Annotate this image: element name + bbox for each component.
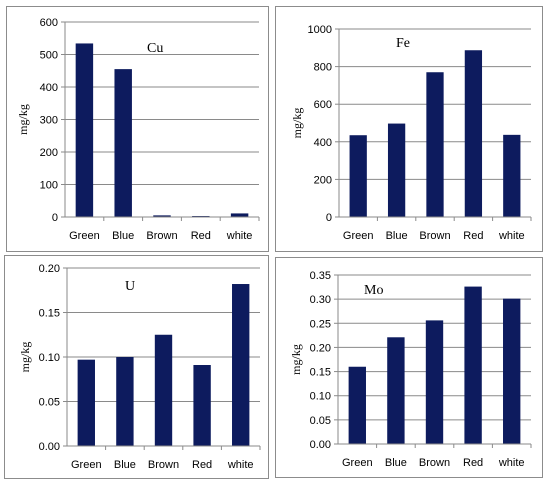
y-tick-label: 0.05 — [310, 415, 331, 427]
x-tick-label: white — [227, 459, 254, 471]
bar-blue — [116, 357, 134, 446]
bar-white — [232, 284, 250, 446]
bar-green — [75, 43, 94, 218]
bar-brown — [154, 334, 173, 446]
bar-red — [464, 50, 483, 217]
y-tick-label: 0.00 — [39, 441, 60, 453]
x-tick-label: Red — [191, 230, 211, 242]
y-axis-label: mg/kg — [289, 344, 303, 375]
x-tick-label: Green — [343, 230, 374, 242]
y-tick-label: 0.10 — [310, 391, 331, 403]
x-tick-label: white — [226, 230, 253, 242]
x-tick-label: Blue — [112, 230, 134, 242]
bar-white — [230, 213, 249, 217]
chart-panel-fe: 0 200 400 600 800 1000 Green Blue Brown Red white m… — [275, 6, 543, 252]
y-tick-label: 0 — [326, 212, 332, 224]
chart-panel-u: 0.00 0.05 0.10 0.15 0.20 Green Blue Brown Red whi… — [4, 255, 269, 479]
y-tick-label: 0.00 — [310, 439, 331, 451]
y-tick-label: 800 — [314, 62, 332, 74]
y-tick-label: 0.30 — [310, 294, 331, 306]
bar-green — [349, 135, 367, 217]
bar-brown — [425, 320, 444, 444]
y-tick-label: 200 — [314, 174, 332, 186]
bar-white — [503, 298, 521, 444]
y-tick-label: 100 — [40, 180, 58, 192]
y-tick-label: 300 — [40, 115, 58, 127]
y-tick-label: 1000 — [308, 24, 332, 36]
chart-fe: 0 200 400 600 800 1000 Green Blue Brown Red white m… — [290, 24, 532, 242]
bar-brown — [426, 72, 444, 218]
x-tick-label: Green — [342, 457, 373, 469]
x-tick-label: Red — [463, 457, 483, 469]
chart-u: 0.00 0.05 0.10 0.15 0.20 Green Blue Brown Red whi… — [18, 263, 261, 471]
chart-title: Fe — [396, 36, 410, 51]
x-tick-label: white — [498, 457, 525, 469]
y-tick-label: 0.10 — [39, 352, 60, 364]
chart-title: Cu — [147, 41, 163, 56]
bar-white — [503, 134, 521, 217]
chart-mo: 0.00 0.05 0.10 0.15 0.20 0.25 0.30 0.35 Green Blu… — [289, 270, 532, 469]
y-axis-label: mg/kg — [16, 104, 30, 135]
y-axis-label: mg/kg — [290, 108, 304, 139]
y-tick-label: 0.20 — [39, 263, 60, 275]
x-tick-label: Green — [71, 459, 102, 471]
x-tick-label: Brown — [419, 230, 450, 242]
chart-title: U — [125, 279, 135, 294]
x-tick-label: Brown — [148, 459, 179, 471]
y-tick-label: 0.20 — [310, 342, 331, 354]
y-tick-label: 0.25 — [310, 318, 331, 330]
y-tick-label: 0 — [52, 212, 58, 224]
y-tick-label: 400 — [40, 82, 58, 94]
bar-red — [464, 286, 482, 444]
y-tick-label: 500 — [40, 50, 58, 62]
bar-green — [348, 366, 366, 444]
bar-green — [77, 359, 95, 446]
y-tick-label: 200 — [40, 147, 58, 159]
x-tick-label: Brown — [146, 230, 177, 242]
chart-title: Mo — [364, 283, 383, 298]
bar-red — [193, 365, 211, 446]
chart-cu: 0 100 200 300 400 500 600 Green Blue Brown Red whit… — [16, 17, 260, 242]
x-tick-label: Blue — [386, 230, 408, 242]
y-tick-label: 400 — [314, 137, 332, 149]
bar-blue — [387, 123, 406, 217]
x-tick-label: Blue — [385, 457, 407, 469]
y-tick-label: 0.05 — [39, 397, 60, 409]
x-tick-label: white — [498, 230, 525, 242]
x-tick-label: Green — [69, 230, 100, 242]
chart-panel-cu: 0 100 200 300 400 500 600 Green Blue Brown Red whit… — [6, 6, 269, 252]
y-tick-label: 0.35 — [310, 270, 331, 282]
x-tick-label: Brown — [419, 457, 450, 469]
y-tick-label: 600 — [314, 99, 332, 111]
bar-blue — [387, 337, 405, 444]
x-tick-label: Blue — [114, 459, 136, 471]
bar-brown — [153, 215, 171, 217]
y-tick-label: 0.15 — [39, 308, 60, 320]
chart-panel-mo: 0.00 0.05 0.10 0.15 0.20 0.25 0.30 0.35 Green Blu… — [275, 257, 543, 478]
x-tick-label: Red — [463, 230, 483, 242]
y-tick-label: 600 — [40, 17, 58, 29]
bar-blue — [114, 69, 132, 217]
y-tick-label: 0.15 — [310, 367, 331, 379]
x-tick-label: Red — [192, 459, 212, 471]
y-axis-label: mg/kg — [18, 342, 32, 373]
